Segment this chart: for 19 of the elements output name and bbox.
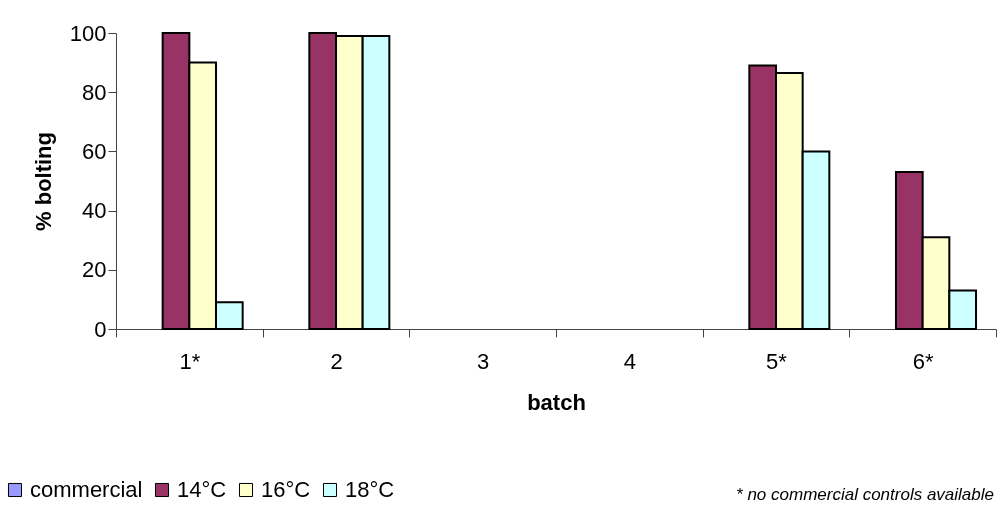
x-tick-label: 3: [477, 348, 490, 374]
x-tick-label: 2: [330, 348, 343, 374]
y-tick-label: 100: [69, 20, 107, 46]
x-axis-title: batch: [527, 389, 586, 415]
y-tick-label: 40: [82, 198, 107, 224]
text: * no commercial controls available: [736, 485, 994, 504]
legend-label: 18°C: [345, 477, 395, 502]
legend-label: 14°C: [177, 477, 227, 502]
y-tick-label: 80: [82, 79, 107, 105]
legend-label: commercial: [30, 477, 143, 502]
y-tick-label: 0: [94, 316, 107, 342]
x-tick-label: 5*: [766, 348, 788, 374]
y-tick-label: 60: [82, 138, 107, 164]
legend-label: 16°C: [261, 477, 311, 502]
x-tick-label: 6*: [912, 348, 934, 374]
y-axis-title: % bolting: [30, 132, 56, 231]
x-tick-label: 4: [623, 348, 636, 374]
x-tick-label: 1*: [179, 348, 201, 374]
y-tick-label: 20: [82, 257, 107, 283]
